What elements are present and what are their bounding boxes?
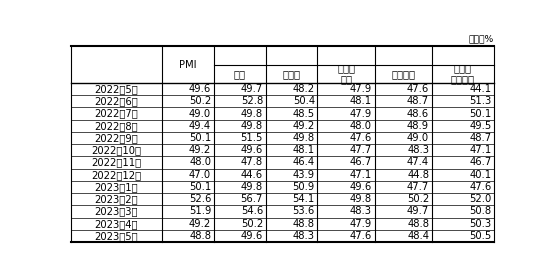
Text: 48.9: 48.9 bbox=[407, 121, 429, 131]
Text: 47.6: 47.6 bbox=[350, 231, 372, 241]
Text: 2022年11月: 2022年11月 bbox=[91, 157, 141, 168]
Text: 49.6: 49.6 bbox=[241, 231, 263, 241]
Text: 51.3: 51.3 bbox=[469, 96, 492, 106]
Text: 49.6: 49.6 bbox=[189, 84, 211, 94]
Text: 50.5: 50.5 bbox=[469, 231, 492, 241]
Text: 44.1: 44.1 bbox=[470, 84, 492, 94]
Text: 48.3: 48.3 bbox=[293, 231, 315, 241]
Text: 50.9: 50.9 bbox=[293, 182, 315, 192]
Text: 2022年7月: 2022年7月 bbox=[95, 109, 138, 119]
Text: 48.4: 48.4 bbox=[407, 231, 429, 241]
Text: 46.7: 46.7 bbox=[469, 157, 492, 168]
Text: 50.4: 50.4 bbox=[293, 96, 315, 106]
Text: 48.8: 48.8 bbox=[189, 231, 211, 241]
Text: 49.2: 49.2 bbox=[189, 145, 211, 155]
Text: 40.1: 40.1 bbox=[470, 170, 492, 180]
Text: 2022年5月: 2022年5月 bbox=[95, 84, 138, 94]
Text: 49.0: 49.0 bbox=[407, 133, 429, 143]
Text: 51.9: 51.9 bbox=[189, 206, 211, 217]
Text: 50.1: 50.1 bbox=[189, 182, 211, 192]
Text: 49.8: 49.8 bbox=[350, 194, 372, 204]
Text: 47.9: 47.9 bbox=[350, 219, 372, 229]
Text: 47.9: 47.9 bbox=[350, 84, 372, 94]
Text: 48.6: 48.6 bbox=[407, 109, 429, 119]
Text: 47.1: 47.1 bbox=[350, 170, 372, 180]
Text: 49.2: 49.2 bbox=[189, 219, 211, 229]
Text: 52.0: 52.0 bbox=[469, 194, 492, 204]
Text: 47.9: 47.9 bbox=[350, 109, 372, 119]
Text: 48.3: 48.3 bbox=[350, 206, 372, 217]
Text: 2023年1月: 2023年1月 bbox=[95, 182, 138, 192]
Text: 从业人员: 从业人员 bbox=[391, 69, 415, 79]
Text: 2023年3月: 2023年3月 bbox=[95, 206, 138, 217]
Text: 44.6: 44.6 bbox=[241, 170, 263, 180]
Text: 2022年12月: 2022年12月 bbox=[91, 170, 141, 180]
Text: 50.8: 50.8 bbox=[470, 206, 492, 217]
Text: 48.3: 48.3 bbox=[407, 145, 429, 155]
Text: 49.7: 49.7 bbox=[241, 84, 263, 94]
Text: 49.7: 49.7 bbox=[407, 206, 429, 217]
Text: 52.8: 52.8 bbox=[241, 96, 263, 106]
Text: 48.1: 48.1 bbox=[350, 96, 372, 106]
Text: 50.2: 50.2 bbox=[189, 96, 211, 106]
Text: 48.8: 48.8 bbox=[407, 219, 429, 229]
Text: 48.7: 48.7 bbox=[407, 96, 429, 106]
Text: 2022年10月: 2022年10月 bbox=[91, 145, 141, 155]
Text: 43.9: 43.9 bbox=[293, 170, 315, 180]
Text: 2022年8月: 2022年8月 bbox=[95, 121, 138, 131]
Text: 49.5: 49.5 bbox=[469, 121, 492, 131]
Text: 47.6: 47.6 bbox=[350, 133, 372, 143]
Text: 2023年2月: 2023年2月 bbox=[95, 194, 138, 204]
Text: 单位：%: 单位：% bbox=[469, 35, 494, 44]
Text: 50.1: 50.1 bbox=[469, 109, 492, 119]
Text: 48.5: 48.5 bbox=[293, 109, 315, 119]
Text: 2022年9月: 2022年9月 bbox=[95, 133, 138, 143]
Text: 47.1: 47.1 bbox=[469, 145, 492, 155]
Text: 供应商
配送时间: 供应商 配送时间 bbox=[451, 63, 475, 85]
Text: 47.8: 47.8 bbox=[241, 157, 263, 168]
Text: 47.6: 47.6 bbox=[407, 84, 429, 94]
Text: 48.2: 48.2 bbox=[293, 84, 315, 94]
Text: 47.7: 47.7 bbox=[407, 182, 429, 192]
Text: 49.8: 49.8 bbox=[241, 182, 263, 192]
Text: 49.8: 49.8 bbox=[241, 121, 263, 131]
Text: 54.6: 54.6 bbox=[241, 206, 263, 217]
Text: 56.7: 56.7 bbox=[241, 194, 263, 204]
Text: 50.2: 50.2 bbox=[407, 194, 429, 204]
Text: 新订单: 新订单 bbox=[283, 69, 300, 79]
Text: 2022年6月: 2022年6月 bbox=[95, 96, 138, 106]
Text: 生产: 生产 bbox=[234, 69, 246, 79]
Text: 50.3: 50.3 bbox=[470, 219, 492, 229]
Text: 2023年4月: 2023年4月 bbox=[95, 219, 138, 229]
Text: 48.0: 48.0 bbox=[189, 157, 211, 168]
Text: 49.8: 49.8 bbox=[293, 133, 315, 143]
Text: 49.4: 49.4 bbox=[189, 121, 211, 131]
Text: 50.1: 50.1 bbox=[189, 133, 211, 143]
Text: 47.7: 47.7 bbox=[350, 145, 372, 155]
Text: 49.6: 49.6 bbox=[350, 182, 372, 192]
Text: 52.6: 52.6 bbox=[189, 194, 211, 204]
Text: 54.1: 54.1 bbox=[293, 194, 315, 204]
Text: 46.4: 46.4 bbox=[293, 157, 315, 168]
Text: 53.6: 53.6 bbox=[293, 206, 315, 217]
Text: 48.1: 48.1 bbox=[293, 145, 315, 155]
Text: 47.6: 47.6 bbox=[469, 182, 492, 192]
Text: 49.2: 49.2 bbox=[293, 121, 315, 131]
Text: PMI: PMI bbox=[179, 60, 196, 70]
Text: 51.5: 51.5 bbox=[241, 133, 263, 143]
Text: 48.7: 48.7 bbox=[470, 133, 492, 143]
Text: 49.6: 49.6 bbox=[241, 145, 263, 155]
Text: 2023年5月: 2023年5月 bbox=[95, 231, 138, 241]
Text: 47.0: 47.0 bbox=[189, 170, 211, 180]
Text: 48.0: 48.0 bbox=[350, 121, 372, 131]
Text: 47.4: 47.4 bbox=[407, 157, 429, 168]
Text: 46.7: 46.7 bbox=[350, 157, 372, 168]
Text: 44.8: 44.8 bbox=[407, 170, 429, 180]
Text: 原材料
库存: 原材料 库存 bbox=[337, 63, 355, 85]
Text: 49.8: 49.8 bbox=[241, 109, 263, 119]
Text: 48.8: 48.8 bbox=[293, 219, 315, 229]
Text: 49.0: 49.0 bbox=[189, 109, 211, 119]
Text: 50.2: 50.2 bbox=[241, 219, 263, 229]
